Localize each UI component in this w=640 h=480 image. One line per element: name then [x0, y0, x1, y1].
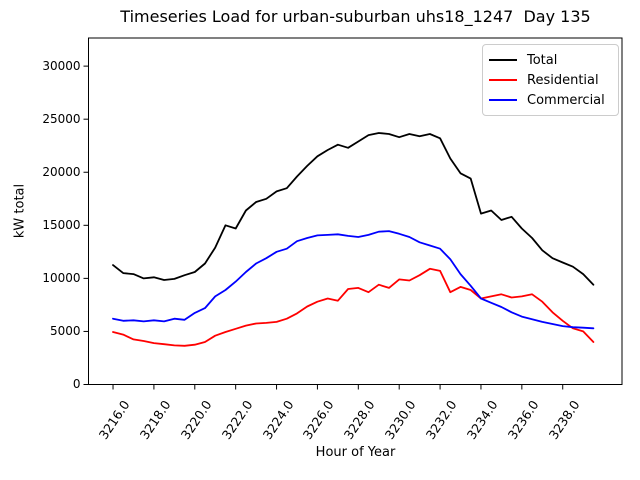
- chart-title: Timeseries Load for urban-suburban uhs18…: [120, 7, 591, 26]
- legend-item-total: Total: [489, 50, 614, 70]
- series-line-total: [112, 132, 595, 286]
- y-tick-label: 10000: [42, 270, 81, 285]
- legend-line-sample: [489, 59, 517, 61]
- legend-line-sample: [489, 99, 517, 101]
- legend-label: Commercial: [527, 92, 605, 108]
- y-tick-label: 0: [72, 377, 81, 391]
- x-axis-label: Hour of Year: [315, 445, 396, 460]
- series-line-residential: [112, 267, 595, 347]
- y-tick-label: 20000: [42, 164, 81, 179]
- legend-item-commercial: Commercial: [489, 90, 614, 110]
- y-tick-label: 15000: [42, 217, 81, 232]
- axes-frame: [88, 37, 623, 385]
- legend-label: Total: [527, 52, 558, 68]
- legend-item-residential: Residential: [489, 70, 614, 90]
- y-tick-label: 5000: [49, 323, 81, 338]
- y-axis-label: kW total: [12, 183, 28, 239]
- legend: Total Residential Commercial: [482, 44, 619, 116]
- legend-label: Residential: [527, 72, 599, 88]
- y-tick-label: 30000: [42, 58, 81, 73]
- legend-line-sample: [489, 79, 517, 81]
- series-line-commercial: [112, 230, 595, 330]
- y-tick-label: 25000: [42, 111, 81, 126]
